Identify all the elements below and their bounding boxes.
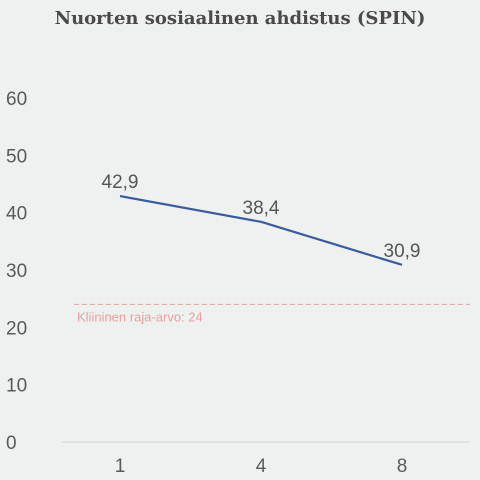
series-group: 42,9 38,4 30,9: [102, 172, 421, 266]
y-tick-label: 60: [6, 89, 27, 110]
data-label: 30,9: [384, 241, 421, 262]
x-tick-label: 8: [397, 456, 408, 477]
y-axis: 0 10 20 30 40 50 60: [6, 89, 27, 454]
data-label: 42,9: [102, 172, 139, 193]
reference-label: Kliininen raja-arvo: 24: [77, 309, 203, 324]
chart-title: Nuorten sosiaalinen ahdistus (SPIN): [54, 8, 426, 29]
y-tick-label: 20: [6, 318, 27, 339]
y-tick-label: 50: [6, 146, 27, 167]
y-tick-label: 40: [6, 204, 27, 225]
y-tick-label: 10: [6, 376, 27, 397]
y-tick-label: 30: [6, 261, 27, 282]
x-axis: 1 4 8: [115, 456, 408, 477]
x-tick-label: 1: [115, 456, 126, 477]
series-line: [119, 194, 403, 266]
y-tick-label: 0: [6, 433, 17, 454]
data-label: 38,4: [243, 198, 280, 219]
x-tick-label: 4: [256, 456, 267, 477]
